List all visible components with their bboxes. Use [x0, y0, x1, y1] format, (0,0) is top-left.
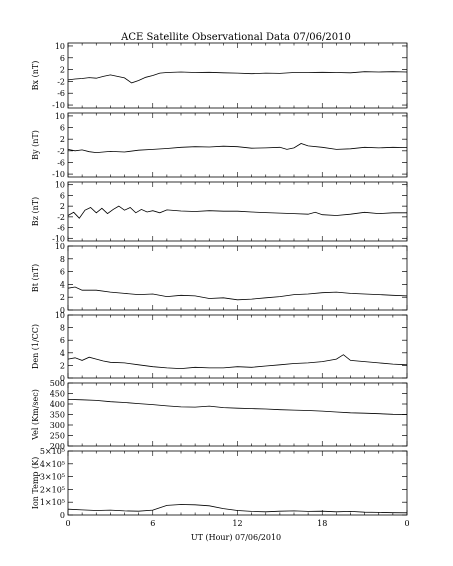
- y-tick-label: 6: [60, 191, 65, 200]
- y-tick-label: 10: [55, 242, 65, 251]
- panel-1: 10 6 2 -2 -6 -10 By (nT): [31, 112, 408, 179]
- y-tick-label: -10: [52, 101, 65, 110]
- series-line: [67, 399, 408, 415]
- y-tick-label: 4: [60, 280, 65, 289]
- y-axis-label: Bz (nT): [31, 197, 40, 226]
- panel-4: 10 8 6 4 2 0 Den (1/CC): [31, 311, 408, 383]
- y-tick-label: 200: [50, 442, 65, 451]
- y-tick-label: 1×10⁵: [40, 498, 65, 507]
- y-tick-label: -2: [57, 147, 65, 156]
- panel-2: 106 2 -2 -6-10 Bz (nT): [31, 181, 408, 243]
- y-tick-label: 10: [55, 42, 65, 51]
- panel-6: 5×10⁵ 4×10⁵ 3×10⁵ 2×10⁵ 1×10⁵ 0 Ion Temp (K) 0 6…: [31, 447, 410, 528]
- y-tick-label: 300: [50, 421, 65, 430]
- y-tick-label: -6: [57, 89, 65, 98]
- series-line: [67, 71, 408, 84]
- y-tick-label: 4×10⁵: [40, 460, 65, 469]
- y-tick-label: 2: [60, 293, 65, 302]
- panel-frame: [67, 450, 408, 516]
- y-tick-label: 400: [50, 400, 65, 409]
- y-axis-label: Ion Temp (K): [31, 457, 40, 510]
- panel-0: 10 6 2 -2 -6 -10 Bx (nT): [31, 42, 408, 110]
- figure-title: ACE Satellite Observational Data 07/06/2…: [120, 32, 351, 43]
- y-tick-label: 8: [60, 324, 65, 333]
- y-tick-label: 6: [60, 268, 65, 277]
- y-tick-label: 350: [50, 411, 65, 420]
- y-tick-label: 2: [60, 202, 65, 211]
- panel-frame: [67, 382, 408, 447]
- y-tick-label: 2: [60, 66, 65, 75]
- y-tick-label: -10: [52, 170, 65, 179]
- y-axis-label: Vel (Km/sec): [31, 389, 40, 441]
- y-axis-label: Den (1/CC): [31, 324, 40, 369]
- y-tick-label: 0: [60, 306, 65, 315]
- x-tick-label: 18: [317, 519, 327, 528]
- y-tick-label: 6: [60, 54, 65, 63]
- x-tick-label: 6: [150, 519, 155, 528]
- y-tick-label: 250: [50, 432, 65, 441]
- y-tick-label: 4: [60, 349, 65, 358]
- y-tick-label: -2: [57, 213, 65, 222]
- y-tick-label: 6: [60, 336, 65, 345]
- series-line: [67, 143, 408, 154]
- y-tick-label: 5×10⁵: [40, 447, 65, 456]
- y-tick-label: 3×10⁵: [40, 473, 65, 482]
- x-tick-label: 12: [232, 519, 242, 528]
- panel-3: 10 8 6 4 2 0 Bt (nT): [31, 242, 408, 315]
- y-tick-label: 2: [60, 361, 65, 370]
- y-tick-label: 6: [60, 124, 65, 133]
- y-tick-label: 2×10⁵: [40, 485, 65, 494]
- y-tick-label: 8: [60, 255, 65, 264]
- y-tick-label: 450: [50, 390, 65, 399]
- panel-frame: [67, 112, 408, 178]
- x-axis-label: UT (Hour) 07/06/2010: [191, 533, 281, 542]
- y-tick-label: -6: [57, 224, 65, 233]
- series-line: [67, 286, 408, 301]
- y-tick-label: 10: [55, 311, 65, 320]
- panel-frame: [67, 314, 408, 379]
- y-tick-label: -2: [57, 77, 65, 86]
- series-line: [67, 354, 408, 370]
- y-tick-label: 10: [55, 112, 65, 121]
- y-tick-label: 500: [50, 379, 65, 388]
- series-line: [67, 504, 408, 514]
- y-tick-label: 10: [55, 181, 65, 190]
- panel-frame: [67, 245, 408, 311]
- y-axis-label: Bx (nT): [31, 61, 40, 91]
- y-tick-label: 2: [60, 135, 65, 144]
- y-axis-label: By (nT): [31, 130, 40, 160]
- y-tick-label: 0: [60, 511, 65, 520]
- series-line: [67, 205, 407, 219]
- x-tick-label: 0: [404, 519, 409, 528]
- panel-frame: [67, 42, 408, 109]
- y-axis-label: Bt (nT): [31, 264, 40, 292]
- y-tick-label: 0: [60, 374, 65, 383]
- x-tick-label: 0: [65, 519, 70, 528]
- y-tick-label: -10: [52, 234, 65, 243]
- y-tick-label: -6: [57, 158, 65, 167]
